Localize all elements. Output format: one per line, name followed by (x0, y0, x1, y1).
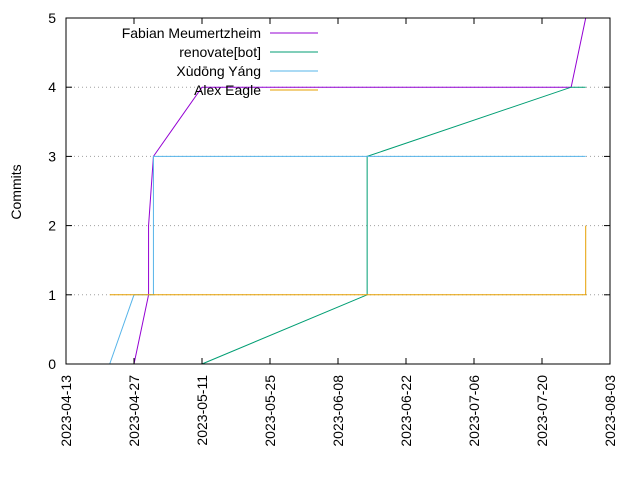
x-tick-label: 2023-07-20 (534, 375, 550, 447)
y-tick-label: 2 (48, 218, 56, 234)
series-line-3 (109, 225, 587, 296)
plot-frame (65, 17, 611, 365)
legend: Fabian Meumertzheim renovate[bot] Xùdōng Y… (122, 25, 318, 98)
x-tick-label: 2023-05-11 (194, 375, 210, 446)
y-tick-label: 3 (48, 148, 56, 164)
y-tick-label: 1 (48, 287, 56, 303)
x-axis: 2023-04-13 2023-04-27 2023-05-11 2023-05-25… (58, 18, 618, 447)
series-lines (109, 17, 587, 365)
x-tick-label: 2023-04-13 (58, 375, 74, 447)
x-tick-label: 2023-07-06 (466, 375, 482, 447)
y-tick-label: 4 (48, 79, 56, 95)
legend-label: Xùdōng Yáng (176, 63, 261, 79)
grid-lines (66, 86, 610, 296)
legend-label: Fabian Meumertzheim (122, 25, 261, 41)
y-tick-label: 0 (48, 356, 56, 372)
series-line-1 (201, 86, 586, 365)
x-tick-label: 2023-08-03 (602, 375, 618, 447)
y-axis: 0 1 2 3 4 5 (48, 10, 610, 372)
series-line-2 (109, 155, 586, 365)
x-tick-label: 2023-06-08 (330, 375, 346, 447)
x-tick-label: 2023-04-27 (126, 375, 142, 447)
legend-label: renovate[bot] (179, 44, 261, 60)
x-tick-label: 2023-06-22 (398, 375, 414, 447)
y-axis-title: Commits (8, 164, 24, 219)
x-tick-label: 2023-05-25 (262, 375, 278, 447)
legend-label: Alex Eagle (194, 82, 261, 98)
y-tick-label: 5 (48, 10, 56, 26)
